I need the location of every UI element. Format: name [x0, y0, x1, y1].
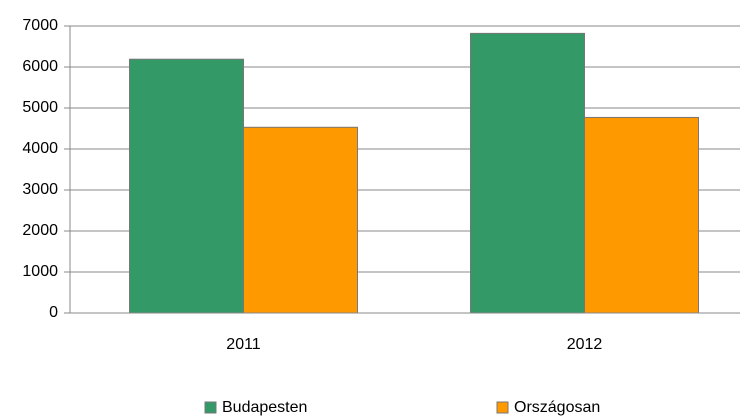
legend-swatch	[204, 401, 217, 414]
y-tick-label: 2000	[22, 222, 58, 239]
legend-label: Országosan	[514, 399, 600, 416]
bar	[584, 116, 699, 314]
y-tick-label: 4000	[22, 140, 58, 157]
y-tick-label: 6000	[22, 58, 58, 75]
y-tick-label: 1000	[22, 263, 58, 280]
legend-swatch	[496, 401, 509, 414]
bar	[243, 126, 358, 314]
x-tick-label: 2011	[226, 336, 261, 353]
y-tick-label: 7000	[22, 17, 58, 34]
bar	[129, 58, 244, 314]
y-tick-label: 5000	[22, 99, 58, 116]
y-tick-label: 3000	[22, 181, 58, 198]
bar	[470, 32, 585, 314]
y-tick-label: 0	[49, 304, 58, 321]
legend-label: Budapesten	[222, 399, 307, 416]
x-tick-label: 2012	[567, 336, 603, 353]
